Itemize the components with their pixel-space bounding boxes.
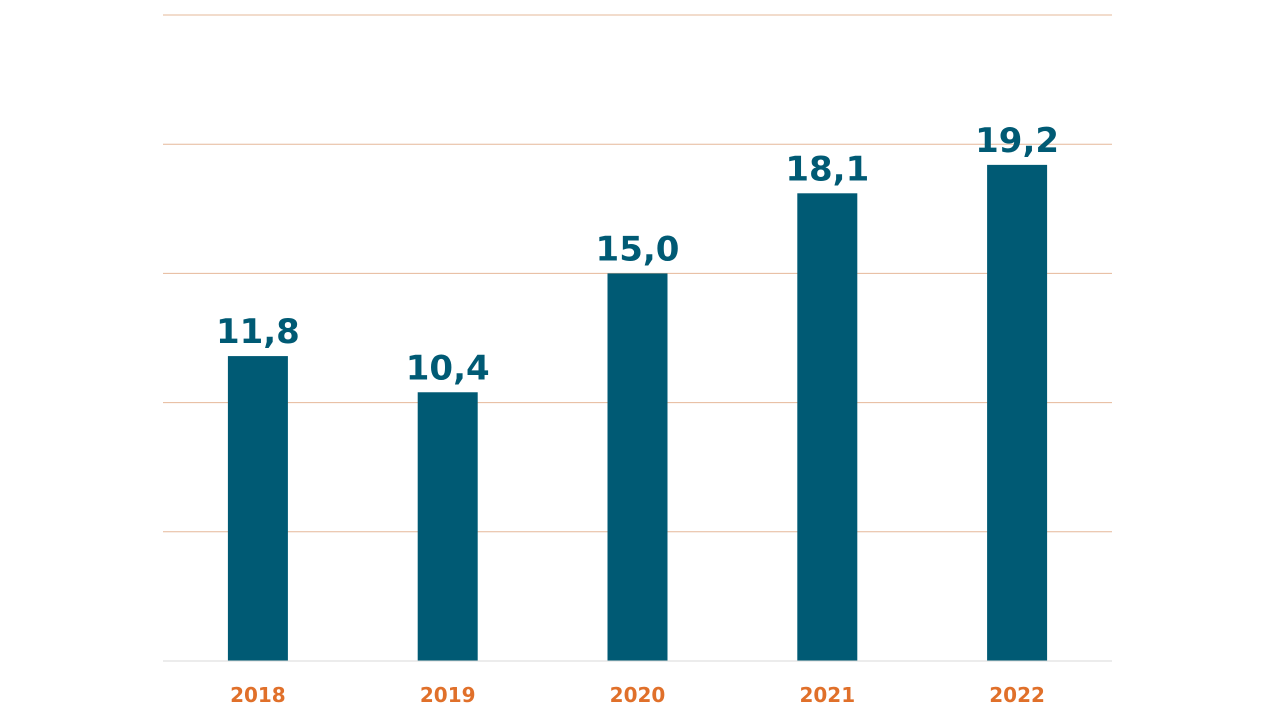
bar-2018 — [227, 356, 288, 661]
data-label-2019: 10,4 — [406, 348, 490, 388]
data-labels: 11,8 10,4 15,0 18,1 19,2 — [216, 121, 1059, 388]
x-tick-label-2022: 2022 — [989, 683, 1045, 707]
bar-2020 — [607, 273, 668, 661]
x-tick-labels: 2018 2019 2020 2021 2022 — [230, 683, 1045, 707]
data-label-2022: 19,2 — [975, 121, 1059, 161]
x-tick-label-2018: 2018 — [230, 683, 286, 707]
data-label-2018: 11,8 — [216, 312, 300, 352]
bar-2022 — [987, 164, 1048, 661]
bar-2019 — [417, 392, 478, 661]
data-label-2020: 15,0 — [596, 229, 680, 269]
bars — [227, 164, 1048, 661]
x-tick-label-2020: 2020 — [610, 683, 666, 707]
bar-2021 — [797, 193, 858, 661]
data-label-2021: 18,1 — [785, 149, 869, 189]
x-tick-label-2021: 2021 — [799, 683, 855, 707]
x-tick-label-2019: 2019 — [420, 683, 476, 707]
